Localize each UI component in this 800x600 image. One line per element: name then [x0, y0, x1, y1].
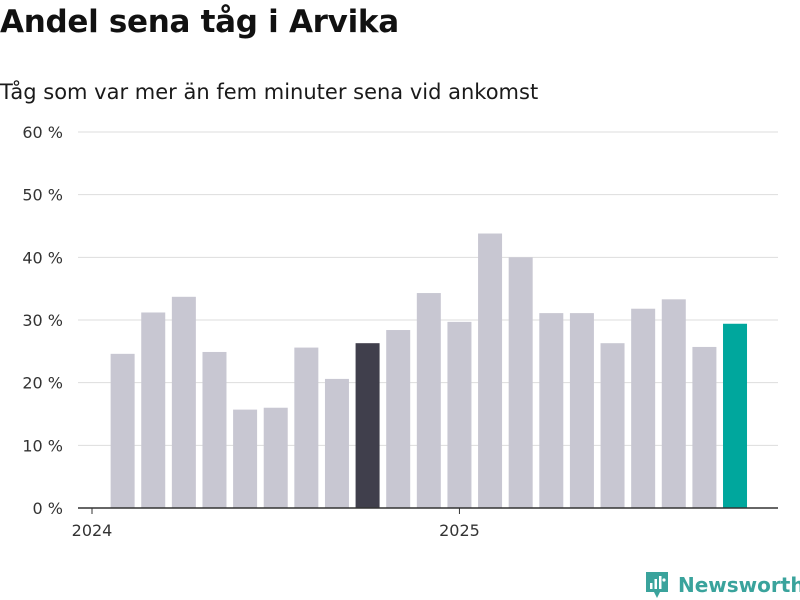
- chart-subtitle: Tåg som var mer än fem minuter sena vid …: [0, 80, 539, 104]
- bar-2025-03: [508, 257, 533, 508]
- y-tick-label: 0 %: [33, 499, 63, 518]
- y-tick-label: 40 %: [22, 248, 63, 267]
- bar-2025-02: [478, 233, 503, 508]
- brand-logo[interactable]: Newsworthy: [644, 570, 800, 600]
- bar-2025-07: [631, 308, 656, 508]
- bars: [110, 233, 748, 508]
- bar-2024-09: [324, 378, 349, 508]
- bar-2024-02: [110, 353, 135, 508]
- bar-2024-10: [355, 343, 380, 508]
- bar-2024-04: [171, 296, 196, 508]
- bar-2024-03: [141, 312, 166, 508]
- chart-title: Andel sena tåg i Arvika: [0, 4, 399, 40]
- y-tick-label: 60 %: [22, 123, 63, 142]
- bar-2024-06: [233, 409, 258, 508]
- bar-2024-05: [202, 351, 227, 508]
- newsworthy-logo-icon: [646, 572, 668, 598]
- y-tick-label: 50 %: [22, 186, 63, 205]
- y-tick-label: 20 %: [22, 374, 63, 393]
- bar-2025-04: [539, 313, 564, 508]
- bar-2025-01: [447, 321, 472, 508]
- bar-2024-12: [416, 293, 441, 508]
- bar-2025-05: [569, 313, 594, 508]
- x-axis-ticks: 2024 2025: [72, 508, 480, 540]
- bar-2024-07: [263, 407, 288, 508]
- bar-2025-10: [723, 323, 748, 508]
- x-tick-label: 2025: [439, 521, 480, 540]
- y-axis-labels: 0 % 10 % 20 % 30 % 40 % 50 % 60 %: [22, 123, 63, 518]
- bar-2024-11: [386, 330, 411, 508]
- y-tick-label: 10 %: [22, 436, 63, 455]
- bar-2024-08: [294, 347, 319, 508]
- bar-2025-08: [661, 299, 686, 508]
- x-tick-label: 2024: [72, 521, 113, 540]
- y-tick-label: 30 %: [22, 311, 63, 330]
- bar-2025-09: [692, 346, 717, 508]
- brand-name: Newsworthy: [678, 573, 800, 597]
- bar-2025-06: [600, 343, 625, 508]
